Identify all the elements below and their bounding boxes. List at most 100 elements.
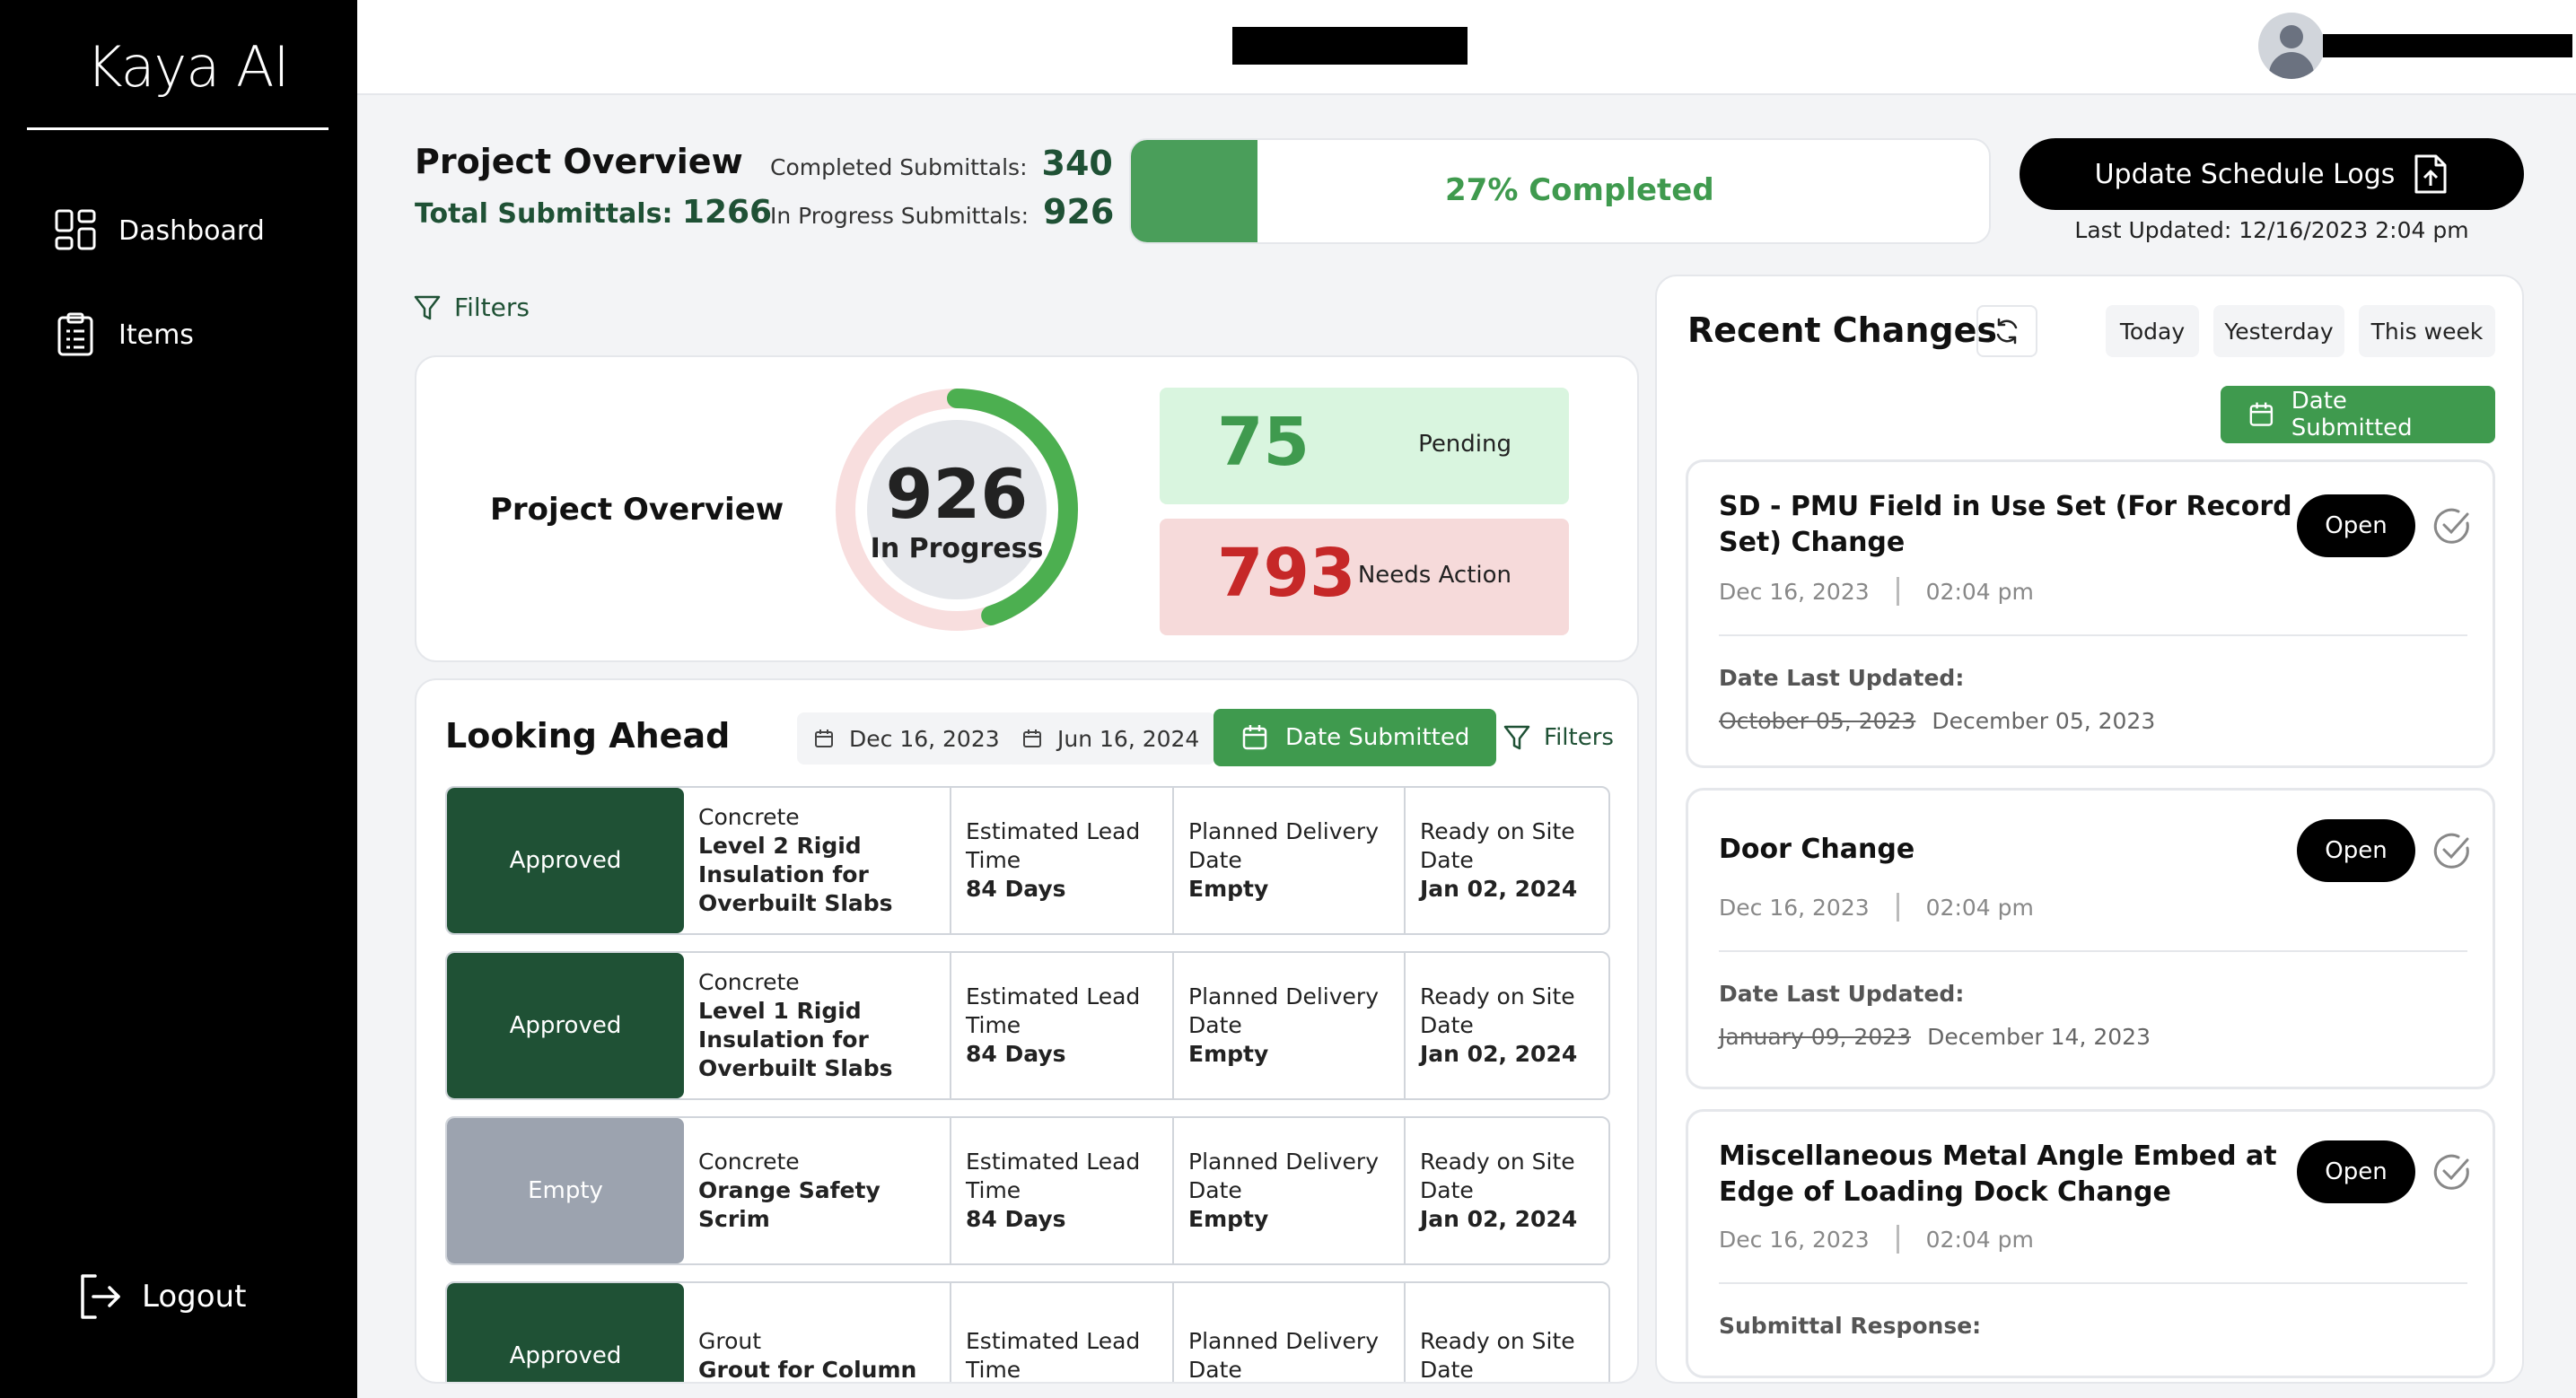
- filter-today-button[interactable]: Today: [2106, 305, 2199, 357]
- update-schedule-logs-button[interactable]: Update Schedule Logs: [2020, 138, 2524, 210]
- delivery-date-label: Planned Delivery Date: [1188, 818, 1379, 873]
- delivery-date-value: Empty: [1188, 1041, 1269, 1067]
- new-date: December 05, 2023: [1932, 708, 2156, 734]
- change-time: 02:04 pm: [1925, 578, 2034, 605]
- lead-time-label: Estimated Lead Time: [966, 818, 1141, 873]
- logout-button[interactable]: Logout: [77, 1272, 246, 1321]
- date-to-picker[interactable]: Jun 16, 2024: [1005, 712, 1216, 765]
- user-email-redacted: [2323, 34, 2572, 57]
- sidebar: Kaya AI Dashboard Items Logout: [0, 0, 357, 1398]
- total-submittals: Total Submittals: 1266: [415, 194, 772, 231]
- item-category: Grout: [698, 1328, 762, 1354]
- check-circle-icon[interactable]: [2431, 505, 2473, 546]
- pending-label: Pending: [1418, 431, 1511, 458]
- avatar[interactable]: [2258, 13, 2325, 79]
- project-name-redacted: [1232, 27, 1468, 65]
- donut-center: [867, 420, 1047, 599]
- change-title: Door Change: [1719, 834, 1915, 865]
- submittal-list: Approved Concrete Level 2 Rigid Insulati…: [445, 786, 1610, 1383]
- completed-submittals-label: Completed Submittals:: [770, 154, 1028, 180]
- needs-action-stat[interactable]: 793 Needs Action: [1160, 519, 1569, 635]
- list-item[interactable]: Approved Concrete Level 1 Rigid Insulati…: [445, 951, 1610, 1100]
- lead-time-cell: Estimated Lead Time 84 Days: [950, 1118, 1172, 1263]
- delivery-date-value: Empty: [1188, 876, 1269, 902]
- logout-icon: [81, 1274, 120, 1319]
- date-submitted-button[interactable]: Date Submitted: [1214, 709, 1497, 766]
- list-item[interactable]: Approved Grout Grout for Column Estimate…: [445, 1281, 1610, 1383]
- old-date: January 09, 2023: [1719, 1024, 1912, 1050]
- in-progress-donut-chart: [836, 389, 1078, 631]
- check-circle-icon[interactable]: [2431, 830, 2473, 871]
- item-info: Concrete Level 2 Rigid Insulation for Ov…: [684, 788, 950, 933]
- calendar-icon: [1242, 725, 1267, 750]
- new-date: December 14, 2023: [1927, 1024, 2151, 1050]
- update-schedule-logs-label: Update Schedule Logs: [2094, 158, 2396, 190]
- completed-submittals-value: 340: [1041, 144, 1113, 183]
- open-button[interactable]: Open: [2297, 1140, 2415, 1203]
- date-from-picker[interactable]: Dec 16, 2023: [797, 712, 1016, 765]
- sidebar-item-dashboard[interactable]: Dashboard: [54, 208, 265, 253]
- filters-label: Filters: [454, 293, 530, 322]
- list-item[interactable]: Empty Concrete Orange Safety Scrim Estim…: [445, 1116, 1610, 1265]
- needs-action-label: Needs Action: [1357, 562, 1511, 589]
- item-category: Concrete: [698, 969, 800, 995]
- file-upload-icon: [2414, 154, 2447, 194]
- lead-time-value: 84 Days: [966, 1206, 1066, 1232]
- in-progress-submittals: In Progress Submittals: 926: [770, 192, 1114, 232]
- card-divider: [1719, 950, 2467, 952]
- lead-time-cell: Estimated Lead Time 84 Days: [950, 953, 1172, 1098]
- change-card: Door Change Open Dec 16, 2023 02:04 pm D…: [1686, 788, 2495, 1089]
- site-date-cell: Ready on Site Date Jan 02, 2024: [1404, 953, 1608, 1098]
- change-title: Miscellaneous Metal Angle Embed at Edge …: [1719, 1140, 2277, 1208]
- section-label: Date Last Updated:: [1719, 981, 1965, 1007]
- in-progress-submittals-label: In Progress Submittals:: [770, 203, 1030, 229]
- lead-time-cell: Estimated Lead Time: [950, 1283, 1172, 1383]
- looking-ahead-filters-button[interactable]: Filters: [1503, 723, 1614, 752]
- old-date: October 05, 2023: [1719, 708, 1916, 734]
- item-category: Concrete: [698, 1149, 800, 1175]
- date-to-label: Jun 16, 2024: [1057, 725, 1200, 752]
- status-badge: Empty: [447, 1118, 684, 1263]
- status-badge: Approved: [447, 788, 684, 933]
- delivery-date-label: Planned Delivery Date: [1188, 1328, 1379, 1383]
- card-divider: [1719, 634, 2467, 636]
- site-date-value: Jan 02, 2024: [1420, 1041, 1578, 1067]
- overview-card-title: Project Overview: [490, 492, 784, 528]
- open-button[interactable]: Open: [2297, 494, 2415, 557]
- donut-value: 926: [885, 454, 1029, 534]
- change-time: 02:04 pm: [1925, 894, 2034, 921]
- item-name: Grout for Column: [698, 1357, 917, 1383]
- site-date-label: Ready on Site Date: [1420, 818, 1575, 873]
- page-title: Project Overview: [415, 142, 743, 181]
- delivery-date-cell: Planned Delivery Date Empty: [1172, 953, 1404, 1098]
- check-circle-icon[interactable]: [2431, 1151, 2473, 1193]
- change-meta: Dec 16, 2023 02:04 pm: [1719, 893, 2034, 922]
- list-item[interactable]: Approved Concrete Level 2 Rigid Insulati…: [445, 786, 1610, 935]
- filters-label: Filters: [1544, 724, 1614, 751]
- filters-button[interactable]: Filters: [413, 293, 530, 322]
- filter-this-week-button[interactable]: This week: [2359, 305, 2495, 357]
- pending-stat[interactable]: 75 Pending: [1160, 388, 1569, 504]
- progress-fill: [1131, 140, 1258, 242]
- lead-time-label: Estimated Lead Time: [966, 1328, 1141, 1383]
- sidebar-item-items[interactable]: Items: [54, 312, 194, 357]
- status-badge: Approved: [447, 953, 684, 1098]
- open-button[interactable]: Open: [2297, 819, 2415, 882]
- section-label: Submittal Response:: [1719, 1313, 1982, 1339]
- filter-yesterday-button[interactable]: Yesterday: [2213, 305, 2344, 357]
- lead-time-label: Estimated Lead Time: [966, 1149, 1141, 1203]
- refresh-button[interactable]: [1976, 305, 2037, 357]
- top-bar: [357, 0, 2576, 95]
- needs-action-count: 793: [1217, 535, 1356, 612]
- recent-date-submitted-button[interactable]: Date Submitted: [2221, 386, 2495, 443]
- progress-label: 27% Completed: [1445, 172, 1714, 208]
- site-date-label: Ready on Site Date: [1420, 983, 1575, 1038]
- site-date-label: Ready on Site Date: [1420, 1328, 1575, 1383]
- meta-separator: [1896, 1225, 1899, 1254]
- date-submitted-label: Date Submitted: [1285, 724, 1470, 751]
- lead-time-value: 84 Days: [966, 876, 1066, 902]
- sidebar-item-label: Dashboard: [118, 214, 265, 247]
- item-name: Level 1 Rigid Insulation for Overbuilt S…: [698, 998, 893, 1081]
- site-date-cell: Ready on Site Date: [1404, 1283, 1608, 1383]
- avatar-body-icon: [2269, 52, 2314, 79]
